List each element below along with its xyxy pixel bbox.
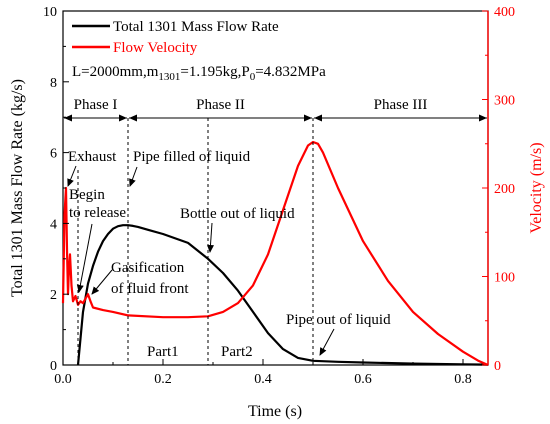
y-left-tick-label-2: 4 <box>50 217 57 232</box>
legend: Total 1301 Mass Flow Rate Flow Velocity <box>72 19 279 56</box>
x-tick-label-0: 0.0 <box>54 372 72 387</box>
annotation-exhaust: Exhaust <box>68 149 117 165</box>
annotation-bottle-out-arrow <box>206 222 214 253</box>
annotation-part1: Part1 <box>147 344 179 360</box>
parameter-text: L=2000mm,m1301=1.195kg,P0=4.832MPa <box>72 64 326 83</box>
y-left-tick-label-4: 8 <box>50 76 57 91</box>
y-right-tick-label-1: 100 <box>494 271 515 286</box>
annotation-begin-arrow <box>76 223 93 293</box>
phase-label-0: Phase I <box>74 97 118 113</box>
x-tick-label-2: 0.4 <box>254 372 272 387</box>
phase-label-1: Phase II <box>196 97 245 113</box>
annotation-bottle-out: Bottle out of liquid <box>180 206 295 222</box>
y-left-tick-label-1: 2 <box>50 288 57 303</box>
phase-layer: Phase I Phase II Phase III <box>64 97 487 365</box>
y-right-tick-label-3: 300 <box>494 94 515 109</box>
y-right-tick-label-4: 400 <box>494 5 515 20</box>
x-axis-title: Time (s) <box>248 403 302 420</box>
param-prefix: L=2000mm,m <box>72 64 159 80</box>
param-m-sub: 1301 <box>158 71 180 83</box>
annotation-pipe-out-arrow <box>319 328 335 356</box>
annotation-gasification-line1: Gasification <box>111 260 185 276</box>
annotation-begin-line2: to release <box>69 205 126 221</box>
y-left-tick-label-0: 0 <box>50 359 57 374</box>
series-layer <box>61 140 489 367</box>
y-axis-right-title: Velocity (m/s) <box>528 142 545 233</box>
series-line-1 <box>61 140 489 367</box>
x-tick-label-3: 0.6 <box>354 372 372 387</box>
y-left-tick-label-5: 10 <box>43 5 57 20</box>
annotation-exhaust-arrow <box>67 165 77 187</box>
annotation-pipe-filled: Pipe filled of liquid <box>133 149 251 165</box>
tick-layer <box>62 10 489 366</box>
legend-label-mass-flow: Total 1301 Mass Flow Rate <box>113 19 279 35</box>
annotation-pipe-out: Pipe out of liquid <box>286 312 391 328</box>
annotation-layer: Exhaust Begin to release Pipe filled of … <box>67 149 391 360</box>
annotation-gasification-line2: of fluid front <box>111 281 189 297</box>
annotation-begin-line1: Begin <box>69 187 105 203</box>
annotation-gasification-arrow <box>91 269 113 295</box>
legend-label-velocity: Flow Velocity <box>113 40 198 56</box>
annotation-pipe-filled-arrow <box>129 166 138 187</box>
x-tick-label-1: 0.2 <box>154 372 172 387</box>
param-suffix: =4.832MPa <box>255 64 326 80</box>
param-middle: =1.195kg,P <box>180 64 249 80</box>
x-tick-label-4: 0.8 <box>454 372 472 387</box>
y-left-tick-label-3: 6 <box>50 147 57 162</box>
y-right-tick-label-0: 0 <box>494 359 501 374</box>
y-axis-left-title: Total 1301 Mass Flow Rate (kg/s) <box>9 79 26 297</box>
y-right-tick-label-2: 200 <box>494 182 515 197</box>
annotation-part2: Part2 <box>221 344 253 360</box>
param-p-sub: 0 <box>250 71 256 83</box>
phase-label-2: Phase III <box>374 97 428 113</box>
